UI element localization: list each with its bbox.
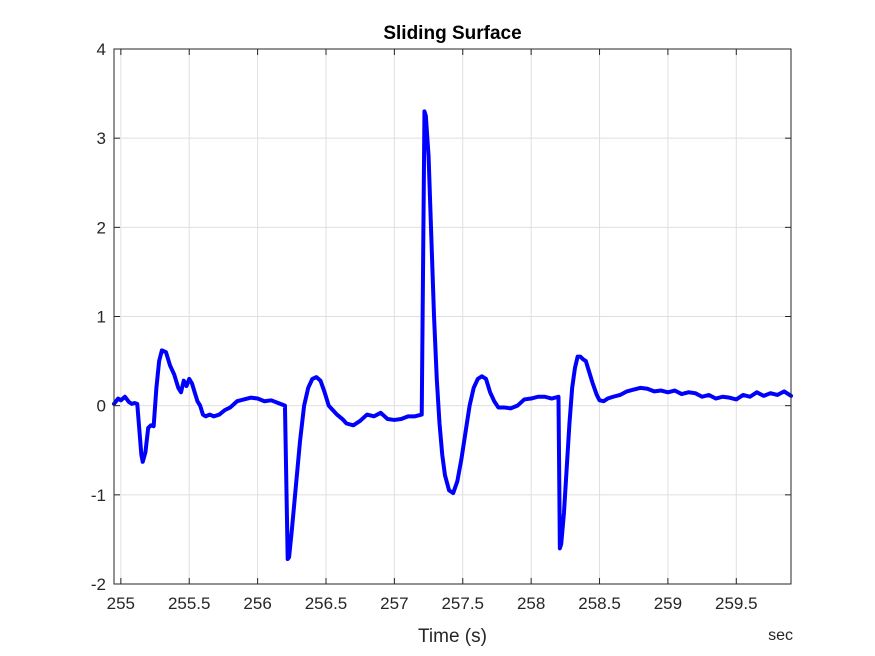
x-tick-label: 259 — [654, 594, 682, 613]
x-tick-label: 259.5 — [715, 594, 758, 613]
y-tick-label: 2 — [97, 218, 106, 237]
x-tick-label: 257.5 — [441, 594, 484, 613]
x-tick-label: 257 — [380, 594, 408, 613]
x-tick-label: 258 — [517, 594, 545, 613]
x-axis-unit-label: sec — [768, 627, 793, 644]
y-tick-label: 3 — [97, 129, 106, 148]
x-tick-label: 255 — [107, 594, 135, 613]
y-tick-label: -1 — [91, 486, 106, 505]
y-tick-label: 0 — [97, 397, 106, 416]
x-axis-title: Time (s) — [418, 626, 487, 647]
series-line-0 — [112, 109, 793, 562]
y-tick-label: 1 — [97, 308, 106, 327]
series-layer — [112, 109, 793, 562]
y-tick-label: -2 — [91, 575, 106, 594]
x-tick-label: 256 — [243, 594, 271, 613]
x-tick-label: 258.5 — [578, 594, 621, 613]
x-tick-label: 255.5 — [168, 594, 211, 613]
x-tick-label: 256.5 — [305, 594, 348, 613]
tick-marks — [114, 48, 791, 585]
tick-labels: 255 255.5 256 256.5 257 257.5 258 258.5 259 259.5… — [91, 40, 758, 613]
chart-title: Sliding Surface — [383, 23, 521, 44]
y-tick-label: 4 — [97, 40, 106, 59]
